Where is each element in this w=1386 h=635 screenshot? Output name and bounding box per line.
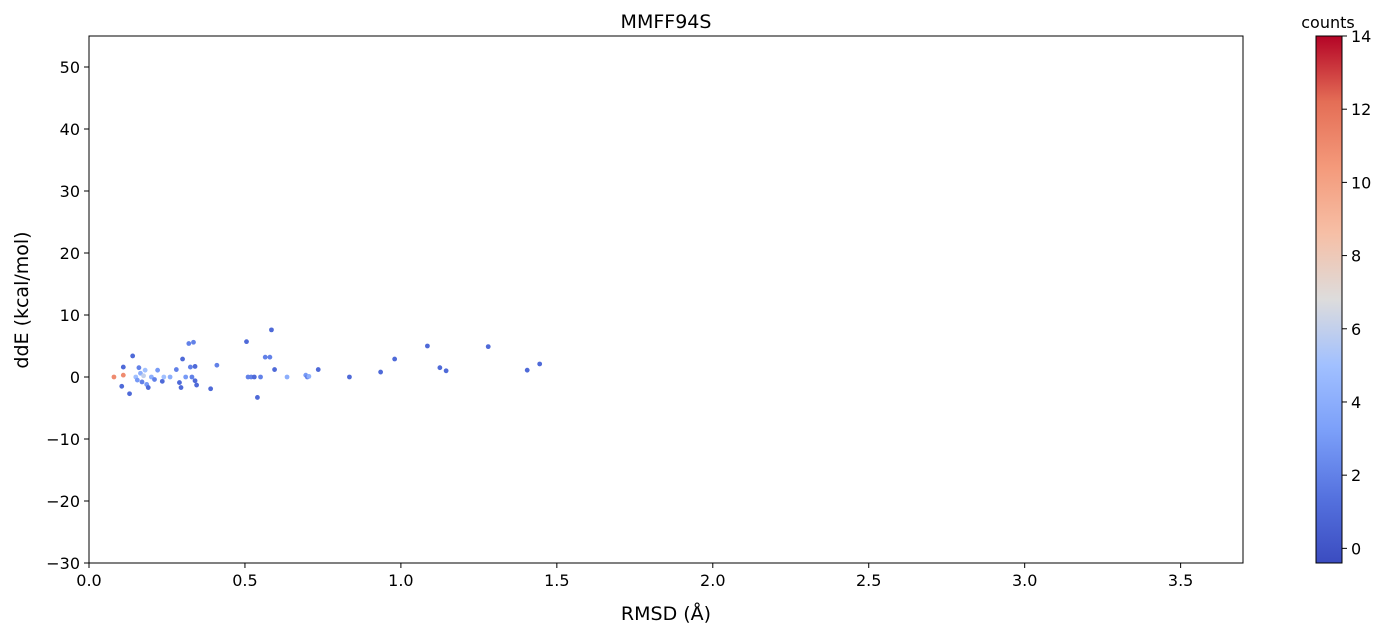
data-point [189,374,195,380]
data-point [180,356,185,362]
y-tick-label: −30 [46,554,80,573]
colorbar-ticks: 0 2 4 6 8 10 12 14 [1342,27,1371,558]
data-point [187,364,193,370]
data-point [134,377,140,383]
data-point [262,354,268,360]
data-point [167,374,173,380]
data-point [315,367,321,372]
data-point [214,362,220,368]
data-point [119,383,125,389]
y-tick-label: 40 [60,120,80,139]
colorbar-tick-label: 4 [1351,393,1361,412]
y-tick-label: 20 [60,244,80,263]
x-axis-ticks: 0.0 0.5 1.0 1.5 2.0 2.5 3.0 3.5 [76,563,1193,590]
y-tick-label: 10 [60,306,80,325]
data-point [192,364,198,369]
data-point [173,367,179,372]
y-tick-label: 50 [60,58,80,77]
colorbar [1315,35,1343,564]
data-point [485,344,491,350]
data-point [183,374,189,380]
data-point [272,367,277,372]
data-point [111,374,117,380]
data-point [136,365,142,371]
x-axis-title: RMSD (Å) [621,602,711,625]
data-point [347,374,352,380]
y-tick-label: 0 [70,368,80,387]
data-point [186,341,192,346]
data-point [191,339,196,345]
data-point [127,391,132,397]
data-point [159,378,165,384]
y-axis-ticks: −30 −20 −10 0 10 20 30 40 50 [46,58,89,573]
data-point [139,379,145,385]
data-point [425,343,430,349]
x-tick-label: 3.0 [1012,571,1037,590]
x-tick-label: 2.0 [700,571,725,590]
data-point [244,339,249,345]
chart-title: MMFF94S [621,11,712,33]
data-point [192,378,198,384]
data-point [284,374,290,380]
y-tick-label: −10 [46,430,80,449]
data-point [267,354,273,360]
data-point [269,327,274,333]
data-point [306,373,312,379]
data-point [255,395,260,400]
data-point [524,367,530,373]
y-axis-title: ddE (kcal/mol) [11,231,33,368]
colorbar-tick-label: 2 [1351,466,1361,485]
data-point [392,356,398,362]
data-point [251,374,257,380]
y-tick-label: 30 [60,182,80,201]
x-tick-label: 1.5 [544,571,569,590]
data-point [378,369,384,375]
colorbar-tick-label: 10 [1351,173,1371,192]
data-point [258,374,263,380]
data-point [120,372,126,378]
colorbar-tick-label: 6 [1351,320,1361,339]
y-tick-label: −20 [46,492,80,511]
data-point [152,377,157,382]
plot-area-frame [88,35,1244,564]
data-point [130,353,136,359]
data-point [145,385,151,390]
data-point [161,374,167,380]
x-tick-label: 0.5 [232,571,257,590]
colorbar-tick-label: 8 [1351,247,1361,266]
data-point [208,386,214,392]
colorbar-tick-label: 12 [1351,100,1371,119]
data-point [177,380,182,385]
data-point [142,367,148,373]
x-tick-label: 2.5 [856,571,881,590]
colorbar-title: counts [1301,13,1354,32]
data-point [194,382,200,388]
data-point [155,367,161,373]
data-point [437,365,443,371]
data-point [120,364,126,370]
points-layer [111,327,543,400]
data-point [443,368,449,374]
data-point [537,361,543,367]
colorbar-tick-label: 14 [1351,27,1371,46]
colorbar-tick-label: 0 [1351,539,1361,558]
x-tick-label: 1.0 [388,571,413,590]
x-tick-label: 0.0 [76,571,101,590]
data-point [178,385,184,390]
x-tick-label: 3.5 [1168,571,1193,590]
data-point [141,373,146,379]
